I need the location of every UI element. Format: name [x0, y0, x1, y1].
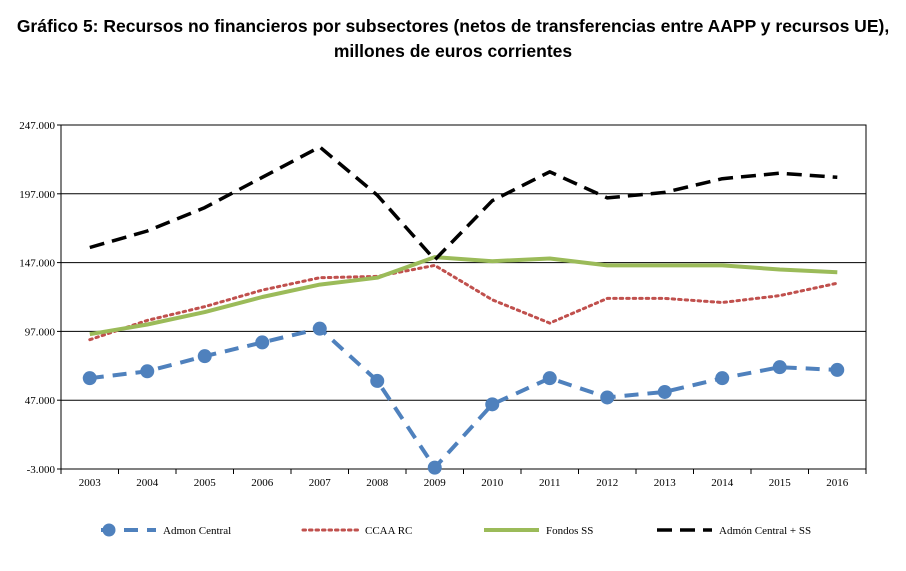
data-point — [140, 364, 155, 379]
legend-label: CCAA RC — [365, 525, 412, 537]
x-tick-label: 2006 — [251, 477, 274, 489]
x-tick-label: 2003 — [79, 477, 102, 489]
data-point — [830, 362, 845, 377]
series-line-ccaa-rc — [88, 263, 839, 342]
y-tick-label: 47.000 — [25, 395, 56, 407]
data-point — [542, 371, 557, 386]
x-tick-label: 2010 — [481, 477, 504, 489]
x-tick-label: 2015 — [769, 477, 792, 489]
y-axis-ticks: -3.000 47.000 97.000 147.000 197.000 247.000 — [19, 120, 61, 476]
data-point — [600, 390, 615, 405]
data-point — [427, 460, 442, 475]
data-point — [657, 384, 672, 399]
x-tick-label: 2007 — [309, 477, 332, 489]
x-tick-label: 2013 — [654, 477, 677, 489]
x-tick-label: 2005 — [194, 477, 217, 489]
x-tick-label: 2012 — [596, 477, 618, 489]
legend-marker — [102, 523, 116, 537]
x-tick-label: 2009 — [424, 477, 447, 489]
data-point — [370, 373, 385, 388]
legend-label: Fondos SS — [546, 525, 593, 537]
y-tick-label: 197.000 — [19, 189, 55, 201]
plot-area — [60, 124, 867, 470]
data-point — [82, 371, 97, 386]
y-tick-label: 247.000 — [19, 120, 55, 132]
data-point — [197, 349, 212, 364]
gridlines — [61, 124, 866, 470]
data-point — [772, 360, 787, 375]
x-tick-label: 2004 — [136, 477, 159, 489]
series-line-admon-central — [89, 326, 838, 470]
legend-label: Admón Central + SS — [719, 525, 811, 537]
x-tick-label: 2011 — [539, 477, 561, 489]
y-tick-label: 147.000 — [19, 258, 55, 270]
y-tick-label: 97.000 — [25, 326, 56, 338]
legend-label: Admon Central — [163, 525, 231, 537]
chart-title-line2: millones de euros corrientes — [333, 41, 573, 61]
series-line-fondos-ss — [89, 255, 838, 337]
data-point — [312, 321, 327, 336]
y-tick-label: -3.000 — [27, 464, 56, 476]
x-tick-label: 2014 — [711, 477, 734, 489]
data-point — [255, 335, 270, 350]
x-tick-label: 2008 — [366, 477, 389, 489]
series-group — [82, 145, 845, 475]
legend: Admon Central CCAA RC Fondos SS Admón Centr… — [101, 523, 811, 537]
chart-title-line1: Gráfico 5: Recursos no financieros por s… — [16, 16, 890, 36]
x-tick-label: 2016 — [826, 477, 849, 489]
data-point — [485, 397, 500, 412]
chart-title: Gráfico 5: Recursos no financieros por s… — [0, 14, 906, 64]
data-point — [715, 371, 730, 386]
x-axis-ticks: 2003 2004 2005 2006 2007 2008 2009 2010 2011 2012… — [60, 469, 867, 489]
